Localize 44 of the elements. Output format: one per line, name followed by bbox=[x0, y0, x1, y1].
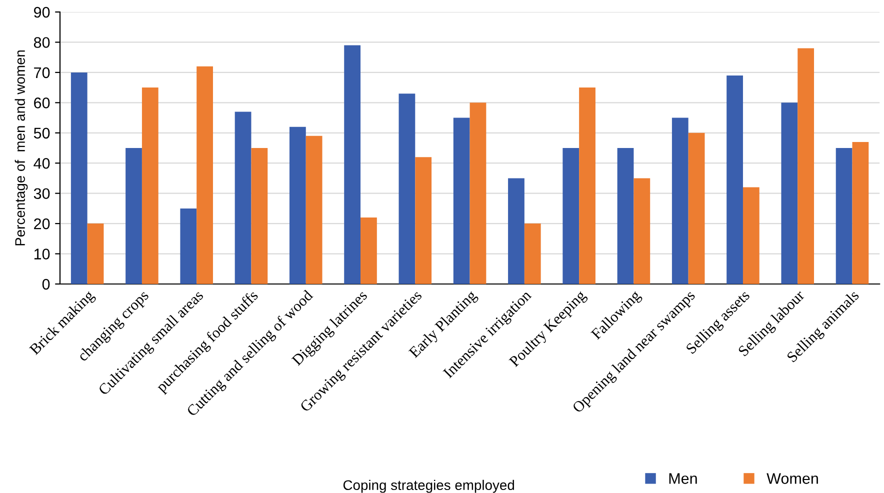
bar bbox=[672, 118, 688, 284]
y-tick-label: 30 bbox=[34, 188, 50, 200]
bar bbox=[398, 94, 416, 284]
y-tick-label: 60 bbox=[34, 98, 50, 108]
bar bbox=[726, 75, 743, 284]
bar bbox=[306, 136, 322, 284]
bar bbox=[70, 72, 88, 284]
bar bbox=[126, 148, 142, 284]
bar bbox=[453, 118, 470, 284]
bar bbox=[470, 102, 486, 284]
y-tick-label: 10 bbox=[34, 248, 50, 260]
bar bbox=[142, 88, 158, 284]
x-axis-title: Coping strategies employed bbox=[343, 480, 514, 493]
y-tick-label: 70 bbox=[34, 67, 50, 78]
bar bbox=[836, 148, 852, 284]
bar bbox=[579, 88, 596, 284]
bar bbox=[251, 148, 268, 284]
legend-label: Men bbox=[669, 473, 697, 484]
y-tick-label: 0 bbox=[42, 278, 50, 290]
bar bbox=[688, 132, 705, 284]
bar bbox=[617, 148, 634, 284]
y-tick-label: 40 bbox=[34, 158, 50, 169]
bar bbox=[289, 126, 306, 284]
y-tick-label: 90 bbox=[34, 6, 50, 18]
bar bbox=[234, 112, 252, 284]
bar bbox=[360, 218, 377, 284]
bar bbox=[180, 208, 197, 284]
bar bbox=[781, 102, 798, 284]
bar bbox=[798, 48, 814, 284]
y-tick-label: 50 bbox=[34, 128, 50, 139]
bar bbox=[415, 157, 432, 284]
bar bbox=[508, 178, 524, 284]
bar bbox=[562, 148, 580, 284]
bar bbox=[344, 45, 361, 284]
y-tick-label: 80 bbox=[34, 37, 50, 48]
y-tick-label: 20 bbox=[34, 218, 50, 230]
bar bbox=[852, 142, 869, 284]
bar bbox=[196, 66, 213, 284]
bar bbox=[87, 224, 104, 284]
bar bbox=[742, 187, 760, 284]
y-axis-title: Percentage of men and women bbox=[14, 50, 28, 246]
bar bbox=[634, 178, 650, 284]
bar bbox=[524, 224, 541, 284]
legend-label: Women bbox=[766, 473, 818, 484]
